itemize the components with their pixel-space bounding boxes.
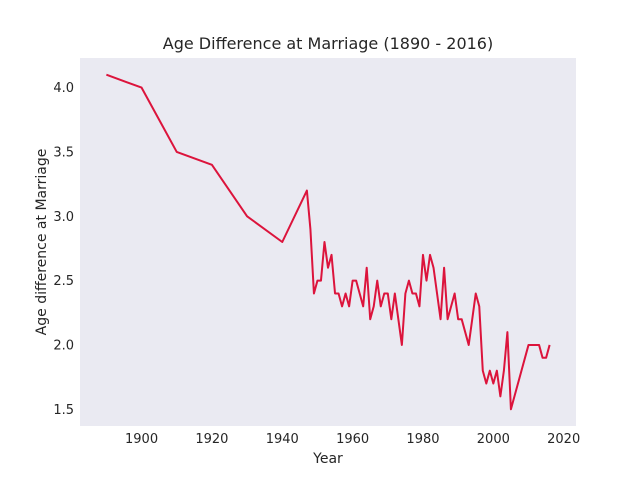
y-tick-label: 3.5 <box>53 145 74 160</box>
series-line <box>106 73 551 411</box>
y-tick-label: 4.0 <box>53 81 74 96</box>
y-axis-label: Age difference at Marriage <box>34 149 50 336</box>
x-tick-label: 1900 <box>125 432 158 447</box>
y-tick-label: 3.0 <box>53 210 74 225</box>
x-tick-label: 2000 <box>477 432 510 447</box>
y-tick-labels: 1.5 2.0 2.5 3.0 3.5 4.0 <box>53 81 74 418</box>
x-tick-label: 2020 <box>547 432 580 447</box>
y-tick-label: 2.5 <box>53 274 74 289</box>
x-axis-label: Year <box>312 451 343 467</box>
x-tick-label: 1940 <box>266 432 299 447</box>
y-tick-label: 2.0 <box>53 338 74 353</box>
chart-title: Age Difference at Marriage (1890 - 2016) <box>163 34 493 53</box>
x-tick-label: 1960 <box>336 432 369 447</box>
x-tick-labels: 1900 1920 1940 1960 1980 2000 2020 <box>125 432 580 447</box>
plot-area <box>80 58 576 426</box>
x-tick-label: 1920 <box>195 432 228 447</box>
y-tick-label: 1.5 <box>53 403 74 418</box>
series-layer <box>106 73 551 411</box>
x-tick-label: 1980 <box>406 432 439 447</box>
